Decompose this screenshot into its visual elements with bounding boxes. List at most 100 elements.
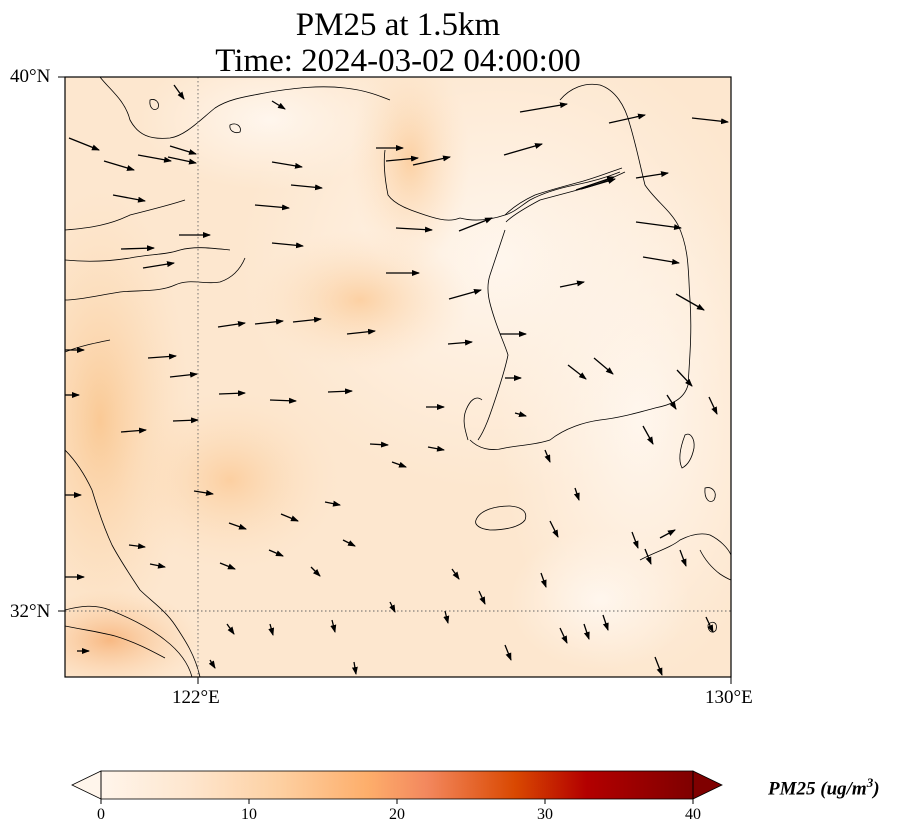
wind-arrow — [448, 289, 482, 300]
wind-arrow — [385, 155, 419, 162]
wind-arrow — [208, 659, 216, 669]
wind-arrow — [68, 137, 100, 151]
wind-arrow — [635, 221, 682, 231]
wind-arrow — [193, 489, 214, 496]
wind-arrow — [218, 390, 246, 397]
wind-arrow — [559, 280, 585, 288]
wind-arrow — [169, 371, 198, 378]
wind-arrow — [642, 256, 680, 265]
wind-arrow — [389, 601, 396, 613]
lat-label-40N: 40°N — [10, 66, 51, 87]
wind-arrow — [169, 145, 197, 155]
colorbar-tick-30: 30 — [537, 806, 553, 823]
wind-arrow — [128, 543, 146, 550]
wind-arrow — [478, 590, 486, 605]
lat-label-32N: 32°N — [10, 601, 51, 622]
colorbar-max-extend — [692, 770, 723, 800]
wind-arrow — [635, 171, 669, 179]
wind-arrow — [271, 161, 303, 169]
wind-arrow — [268, 623, 275, 636]
colorbar-min-extend — [71, 770, 102, 800]
wind-arrow — [346, 328, 376, 335]
wind-arrow — [228, 522, 247, 530]
colorbar-label: PM25 (ug/m3) — [768, 775, 880, 800]
colorbar-tick-20: 20 — [389, 806, 405, 823]
wind-arrow — [608, 113, 646, 124]
wind-arrow — [103, 160, 135, 171]
wind-arrow — [549, 520, 559, 538]
lon-label-122E: 122°E — [172, 687, 220, 708]
map-frame — [64, 76, 732, 678]
wind-arrow — [559, 627, 568, 644]
wind-arrow — [447, 339, 473, 346]
wind-arrow — [271, 100, 286, 110]
wind-arrow — [654, 656, 663, 676]
wind-arrow — [708, 396, 718, 415]
wind-vectors — [65, 84, 729, 676]
map-title: PM25 at 1.5km — [295, 7, 501, 43]
wind-arrow — [514, 411, 527, 418]
coastlines — [65, 77, 731, 677]
wind-arrow — [269, 397, 297, 404]
wind-arrow — [573, 487, 580, 501]
wind-arrow — [147, 353, 177, 360]
wind-arrow — [327, 388, 353, 395]
wind-arrow — [412, 155, 451, 166]
wind-arrow — [142, 261, 175, 269]
lon-label-130E: 130°E — [705, 687, 753, 708]
wind-arrow — [504, 644, 512, 661]
wind-arrow — [271, 242, 304, 249]
wind-arrow — [167, 156, 197, 165]
wind-arrow — [458, 217, 493, 232]
wind-arrow — [173, 84, 185, 100]
wind-arrow — [112, 194, 146, 203]
wind-arrow — [280, 513, 299, 522]
colorbar-tick-0: 0 — [97, 806, 105, 823]
wind-arrow — [675, 293, 705, 311]
wind-arrow — [580, 178, 616, 190]
wind-arrow — [120, 245, 155, 252]
wind-arrow — [451, 568, 460, 580]
wind-arrow — [540, 572, 547, 588]
wind-arrow — [226, 623, 235, 635]
wind-arrow — [631, 531, 639, 549]
wind-arrow — [310, 566, 321, 577]
wind-arrow — [427, 445, 445, 452]
wind-arrow — [137, 154, 172, 163]
wind-arrow — [217, 321, 246, 328]
wind-arrow — [519, 102, 568, 113]
colorbar-tick-10: 10 — [241, 806, 257, 823]
wind-arrow — [395, 226, 433, 233]
wind-arrow — [290, 184, 323, 191]
wind-arrow — [268, 549, 284, 557]
wind-arrow — [172, 417, 199, 424]
colorbar — [71, 770, 723, 804]
wind-arrow — [342, 539, 356, 547]
map-subtitle-time: Time: 2024-03-02 04:00:00 — [215, 43, 581, 79]
wind-arrow — [544, 449, 551, 463]
wind-arrow — [705, 616, 714, 633]
wind-arrow — [666, 394, 677, 410]
wind-arrow — [219, 562, 236, 570]
wind-arrow — [642, 425, 654, 445]
wind-arrow — [120, 427, 147, 434]
wind-arrow — [602, 614, 609, 631]
wind-arrow — [292, 316, 322, 323]
wind-arrow — [369, 441, 389, 448]
colorbar-tick-40: 40 — [685, 806, 701, 823]
wind-arrow — [583, 623, 590, 640]
wind-arrow — [676, 369, 693, 387]
wind-arrow — [567, 364, 587, 380]
wind-arrow — [593, 357, 614, 375]
wind-arrow — [351, 661, 358, 675]
wind-arrow — [679, 549, 687, 567]
wind-arrow — [391, 461, 407, 468]
gridlines — [65, 77, 731, 677]
axis-ticks — [58, 76, 732, 684]
wind-arrow — [324, 500, 341, 507]
wind-arrow — [644, 548, 652, 565]
colorbar-gradient — [101, 771, 693, 799]
wind-arrow — [659, 529, 676, 539]
pm25-field — [65, 77, 731, 677]
